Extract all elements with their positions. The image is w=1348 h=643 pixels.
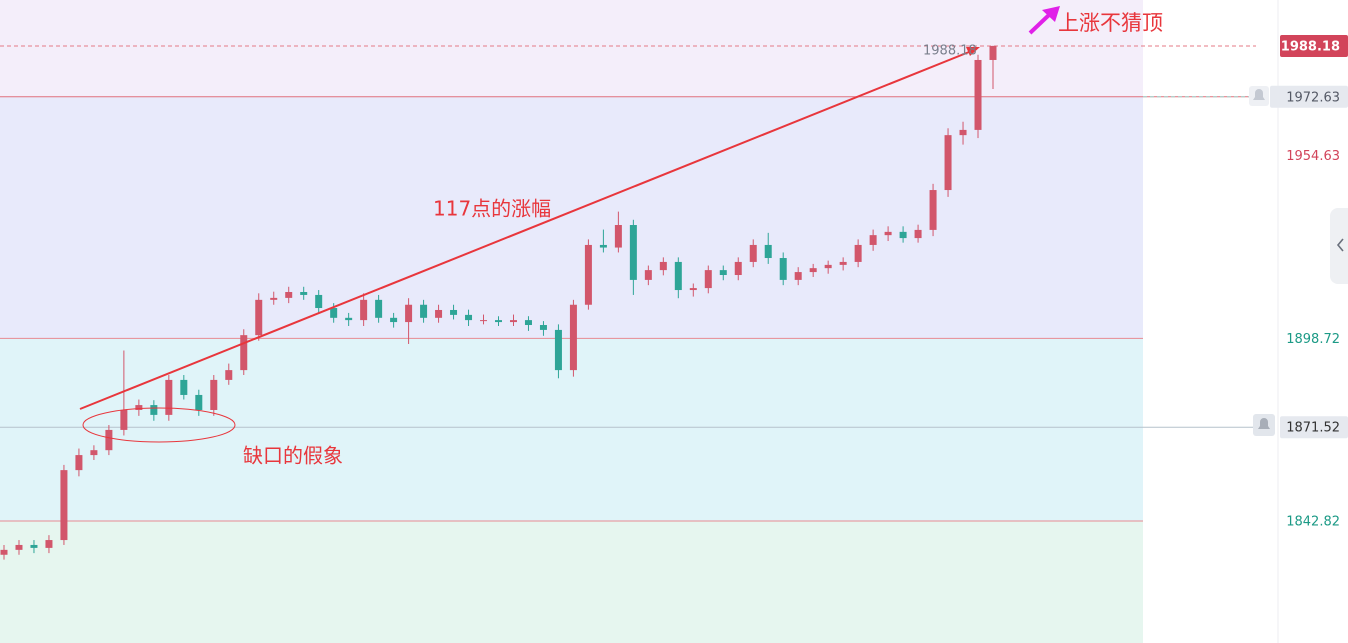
price-label: 1972.63 xyxy=(1286,90,1340,105)
top-note: 上涨不猜顶 xyxy=(1058,11,1163,35)
candle-body xyxy=(225,370,233,380)
candle-body xyxy=(105,429,113,451)
up-arrow xyxy=(1028,12,1052,35)
rise-note: 117点的涨幅 xyxy=(433,197,551,221)
rise-arrow-head xyxy=(966,47,980,56)
candle-body xyxy=(75,455,83,471)
price-label: 1954.63 xyxy=(1286,149,1340,164)
candle-body xyxy=(45,540,53,548)
candle-body xyxy=(809,268,817,273)
candle-body xyxy=(824,264,832,269)
candle-body xyxy=(465,314,473,321)
candle-body xyxy=(450,309,458,315)
candle-body xyxy=(659,261,667,271)
candle-body xyxy=(300,292,308,295)
price-levels: 1988.18 1972.63 1954.63 1898.72 1871.52 1842.… xyxy=(0,34,1348,530)
arrow-end-label: 1988.18 xyxy=(923,44,977,59)
candle-body xyxy=(435,309,443,318)
candle-body xyxy=(749,244,757,262)
candle-body xyxy=(794,272,802,280)
background-bands xyxy=(0,0,1143,643)
candle-body xyxy=(195,394,203,410)
candle-body xyxy=(135,405,143,410)
candle-body xyxy=(60,470,68,541)
gap-ellipse xyxy=(82,407,236,443)
candle-body xyxy=(240,335,248,371)
candle-body xyxy=(704,270,712,289)
candle-body xyxy=(779,258,787,280)
candle-body xyxy=(165,379,173,415)
rise-arrow xyxy=(79,49,975,410)
candle-body xyxy=(884,231,892,236)
candle-body xyxy=(644,270,652,280)
band xyxy=(0,0,1143,97)
price-label: 1988.18 xyxy=(1281,39,1340,54)
candle-body xyxy=(0,549,8,555)
candle-body xyxy=(285,292,293,298)
candle-body xyxy=(30,544,38,548)
candle-body xyxy=(90,450,98,456)
price-tag xyxy=(1280,34,1348,57)
candle-body xyxy=(330,308,338,318)
candle-body xyxy=(554,329,562,371)
candle-body xyxy=(509,320,517,323)
candle-body xyxy=(210,379,218,410)
candle-body xyxy=(375,299,383,318)
band xyxy=(0,96,1143,339)
candle-body xyxy=(734,261,742,276)
candle-body xyxy=(689,288,697,291)
candle-body xyxy=(390,317,398,323)
candle-body xyxy=(854,244,862,262)
candle-body xyxy=(360,299,368,321)
candle-body xyxy=(405,304,413,323)
candle-body xyxy=(974,59,982,130)
candle-body xyxy=(270,297,278,300)
candle-body xyxy=(869,235,877,245)
price-label: 1898.72 xyxy=(1286,332,1340,347)
candle-body xyxy=(989,45,997,60)
candle-body xyxy=(899,231,907,239)
alert-icon[interactable] xyxy=(1249,86,1269,106)
candle-body xyxy=(764,244,772,259)
candle-body xyxy=(839,261,847,265)
gap-note: 缺口的假象 xyxy=(243,444,343,468)
candles xyxy=(0,45,997,560)
side-collapse-tab[interactable] xyxy=(1330,208,1348,284)
candle-body xyxy=(15,544,23,550)
candle-body xyxy=(524,320,532,326)
candle-body xyxy=(150,405,158,415)
band xyxy=(0,521,1143,643)
up-arrow-head xyxy=(1042,6,1060,22)
candle-body xyxy=(584,244,592,305)
price-label: 1871.52 xyxy=(1286,421,1340,436)
candle-body xyxy=(569,304,577,371)
candle-body xyxy=(674,261,682,291)
candle-body xyxy=(944,135,952,191)
candle-body xyxy=(719,270,727,276)
candle-body xyxy=(539,325,547,330)
candle-body xyxy=(180,379,188,395)
candle-body xyxy=(614,225,622,248)
candle-body xyxy=(255,299,263,336)
candle-body xyxy=(420,304,428,318)
price-tag xyxy=(1270,85,1348,108)
candle-body xyxy=(959,129,967,136)
candle-body xyxy=(315,294,323,309)
candle-body xyxy=(480,320,488,322)
candle-body xyxy=(914,229,922,239)
candle-body xyxy=(599,244,607,248)
candle-body xyxy=(929,190,937,230)
candle-body xyxy=(495,320,502,323)
candle-body xyxy=(120,409,128,430)
candle-body xyxy=(629,225,637,280)
price-label: 1842.82 xyxy=(1286,515,1340,530)
candle-body xyxy=(345,317,353,321)
alert-icon[interactable] xyxy=(1253,414,1275,436)
price-tag xyxy=(1280,416,1348,439)
